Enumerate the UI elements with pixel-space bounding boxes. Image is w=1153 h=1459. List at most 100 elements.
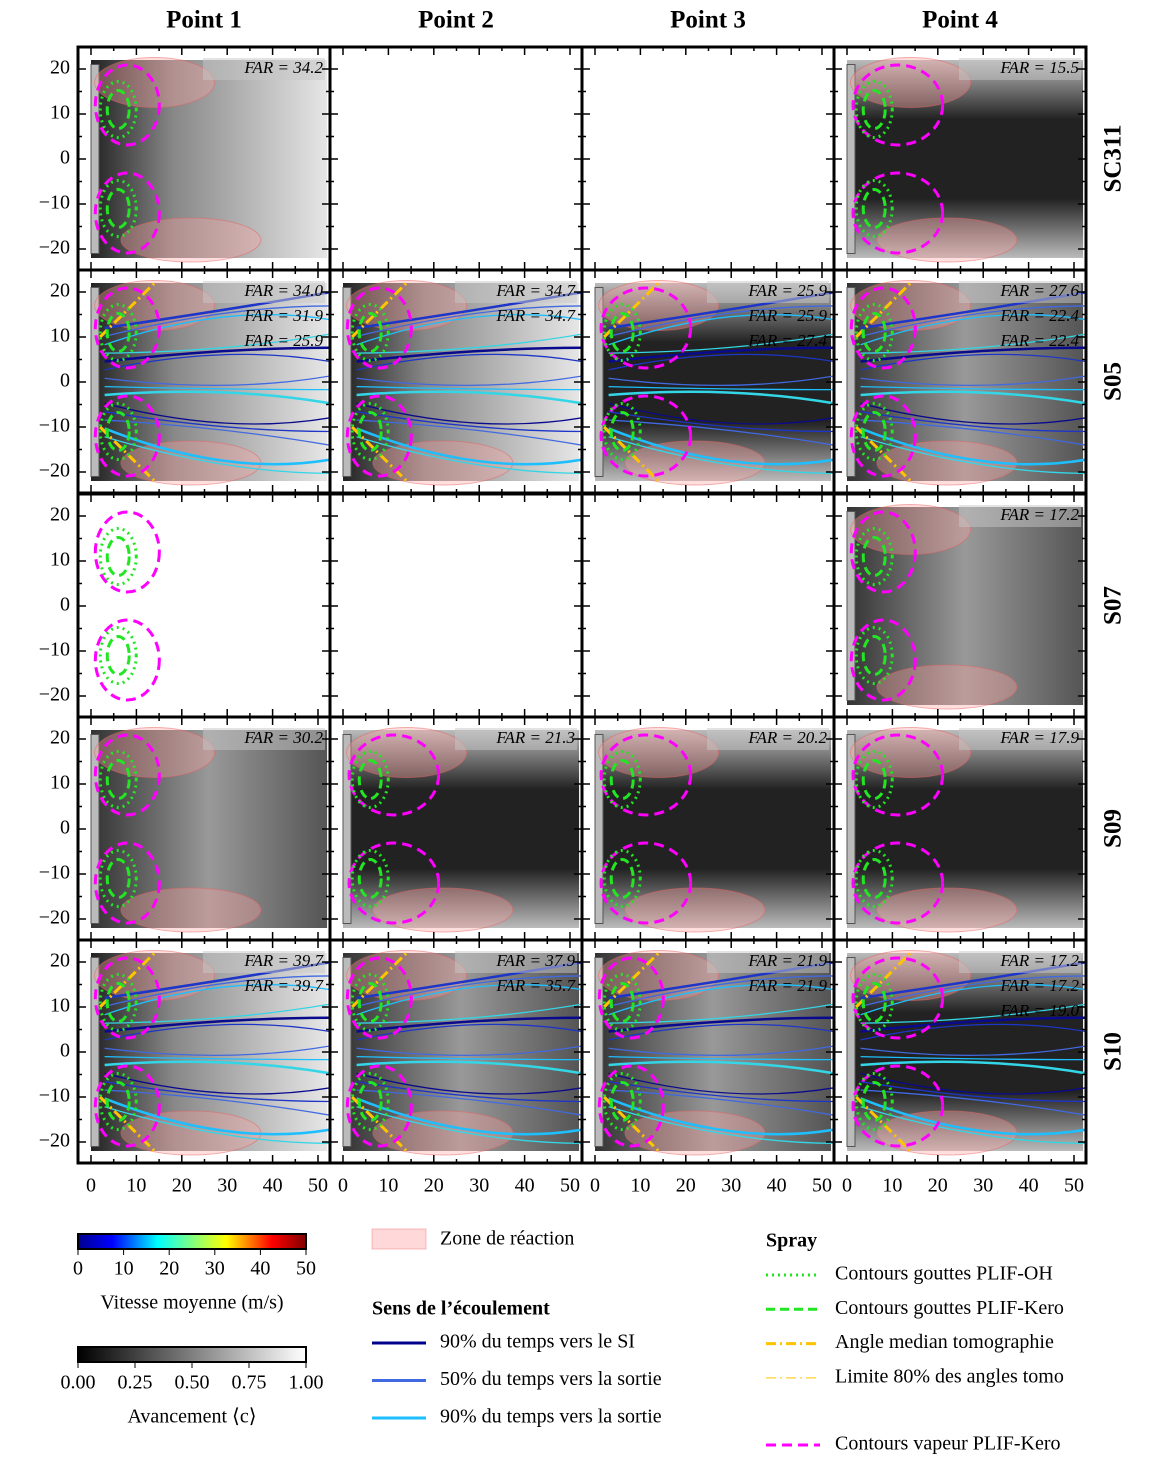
- streamline: [356, 402, 582, 425]
- streamline: [356, 1055, 582, 1061]
- reaction-zone: [372, 887, 514, 933]
- far-label: FAR = 34.0: [243, 281, 323, 300]
- colorbar-tick-label: 40: [250, 1258, 270, 1280]
- streamline: [356, 385, 582, 391]
- streamline: [104, 1060, 330, 1075]
- droplet-contour: [105, 858, 131, 899]
- panel: FAR = 17.9: [832, 715, 1088, 942]
- x-tick-label: 50: [560, 1175, 580, 1197]
- y-tick-label: −10: [39, 1085, 70, 1107]
- reaction-zone: [850, 950, 972, 1001]
- vapor-contour: [93, 841, 161, 925]
- droplet-contour: [98, 1072, 138, 1131]
- streamline: [104, 1072, 330, 1095]
- reaction-zone: [94, 57, 216, 108]
- column-header: Point 4: [922, 7, 998, 34]
- y-tick-label: 20: [50, 57, 70, 79]
- streamline: [860, 385, 1086, 391]
- streamline: [608, 346, 834, 363]
- streamline: [356, 1023, 582, 1041]
- injector: [342, 957, 352, 1147]
- y-tick-label: 20: [50, 504, 70, 526]
- droplet-contour: [105, 89, 131, 130]
- colorbar-tick-label: 30: [205, 1258, 225, 1280]
- streamline: [104, 313, 330, 346]
- streamline: [608, 419, 834, 446]
- streamline: [104, 427, 330, 466]
- injector: [90, 957, 100, 1147]
- streamline: [860, 353, 1086, 371]
- droplet-contour: [350, 303, 390, 362]
- droplet-contour: [861, 982, 887, 1023]
- droplet-contour: [350, 849, 390, 908]
- x-tick-label: 30: [721, 1175, 741, 1197]
- vapor-contour: [93, 394, 161, 478]
- colorbar: [77, 1233, 307, 1250]
- reaction-zone: [850, 57, 972, 108]
- row-header: S07: [1100, 586, 1127, 625]
- droplet-contour: [861, 1081, 887, 1122]
- x-tick-label: 40: [515, 1175, 535, 1197]
- panel: FAR = 25.9 FAR = 25.9 FAR = 27.4: [580, 268, 836, 495]
- injector: [90, 734, 100, 924]
- legend-text: 50% du temps vers la sortie: [440, 1368, 662, 1390]
- reaction-zone: [346, 280, 468, 331]
- legend-text: Contours gouttes PLIF-OH: [835, 1263, 1053, 1285]
- far-label: FAR = 27.6: [999, 281, 1079, 300]
- droplet-contour: [357, 1081, 383, 1122]
- droplet-contour: [105, 312, 131, 353]
- injector: [846, 734, 856, 924]
- x-tick-label: 40: [263, 1175, 283, 1197]
- streamline: [608, 333, 834, 354]
- legend-text: 90% du temps vers la sortie: [440, 1406, 662, 1428]
- reaction-zone: [94, 280, 216, 331]
- x-tick-label: 0: [86, 1175, 96, 1197]
- x-tick-label: 20: [676, 1175, 696, 1197]
- droplet-contour: [854, 80, 894, 139]
- vapor-contour: [851, 956, 945, 1040]
- column-header: Point 2: [418, 7, 494, 34]
- streamline: [356, 1097, 582, 1136]
- droplet-contour: [350, 402, 390, 461]
- y-tick-label: −20: [39, 460, 70, 482]
- row-header: SC311: [1100, 124, 1127, 192]
- droplet-contour: [854, 303, 894, 362]
- streamline: [860, 313, 1086, 346]
- far-background: [203, 951, 325, 973]
- far-label: FAR = 35.7: [495, 976, 576, 995]
- droplet-contour: [602, 849, 642, 908]
- colorbar-tick-label: 20: [159, 1258, 179, 1280]
- streamline: [860, 1003, 1086, 1024]
- spray-angle: [351, 951, 408, 1153]
- x-tick-label: 50: [308, 1175, 328, 1197]
- y-tick-label: 10: [50, 325, 70, 347]
- x-tick-label: 30: [217, 1175, 237, 1197]
- streamline: [356, 305, 582, 338]
- streamline: [860, 1081, 1086, 1103]
- far-label: FAR = 27.4: [747, 331, 827, 350]
- droplet-contour: [357, 982, 383, 1023]
- vapor-contour: [597, 956, 665, 1040]
- vapor-contour: [93, 618, 161, 702]
- x-tick-label: 40: [1019, 1175, 1039, 1197]
- vapor-contour: [93, 1064, 161, 1148]
- streamline: [860, 1060, 1086, 1075]
- injector: [342, 734, 352, 924]
- streamline: [104, 385, 330, 391]
- far-label: FAR = 21.9: [747, 976, 827, 995]
- far-label: FAR = 25.9: [243, 331, 323, 350]
- far-label: FAR = 30.2: [243, 728, 323, 747]
- far-label: FAR = 31.9: [243, 306, 323, 325]
- reaction-zone: [876, 664, 1018, 710]
- reaction-zone: [876, 217, 1018, 263]
- y-tick-label: 10: [50, 772, 70, 794]
- streamline: [860, 402, 1086, 425]
- vapor-contour: [93, 733, 161, 817]
- streamline: [608, 1016, 834, 1033]
- colorbar-tick-label: 0.00: [61, 1372, 96, 1394]
- vapor-contour: [93, 171, 161, 255]
- legend-text: Zone de réaction: [440, 1228, 574, 1250]
- colorbar-label: Avancement ⟨c⟩: [127, 1406, 256, 1428]
- droplet-contour: [98, 849, 138, 908]
- far-background: [203, 58, 325, 80]
